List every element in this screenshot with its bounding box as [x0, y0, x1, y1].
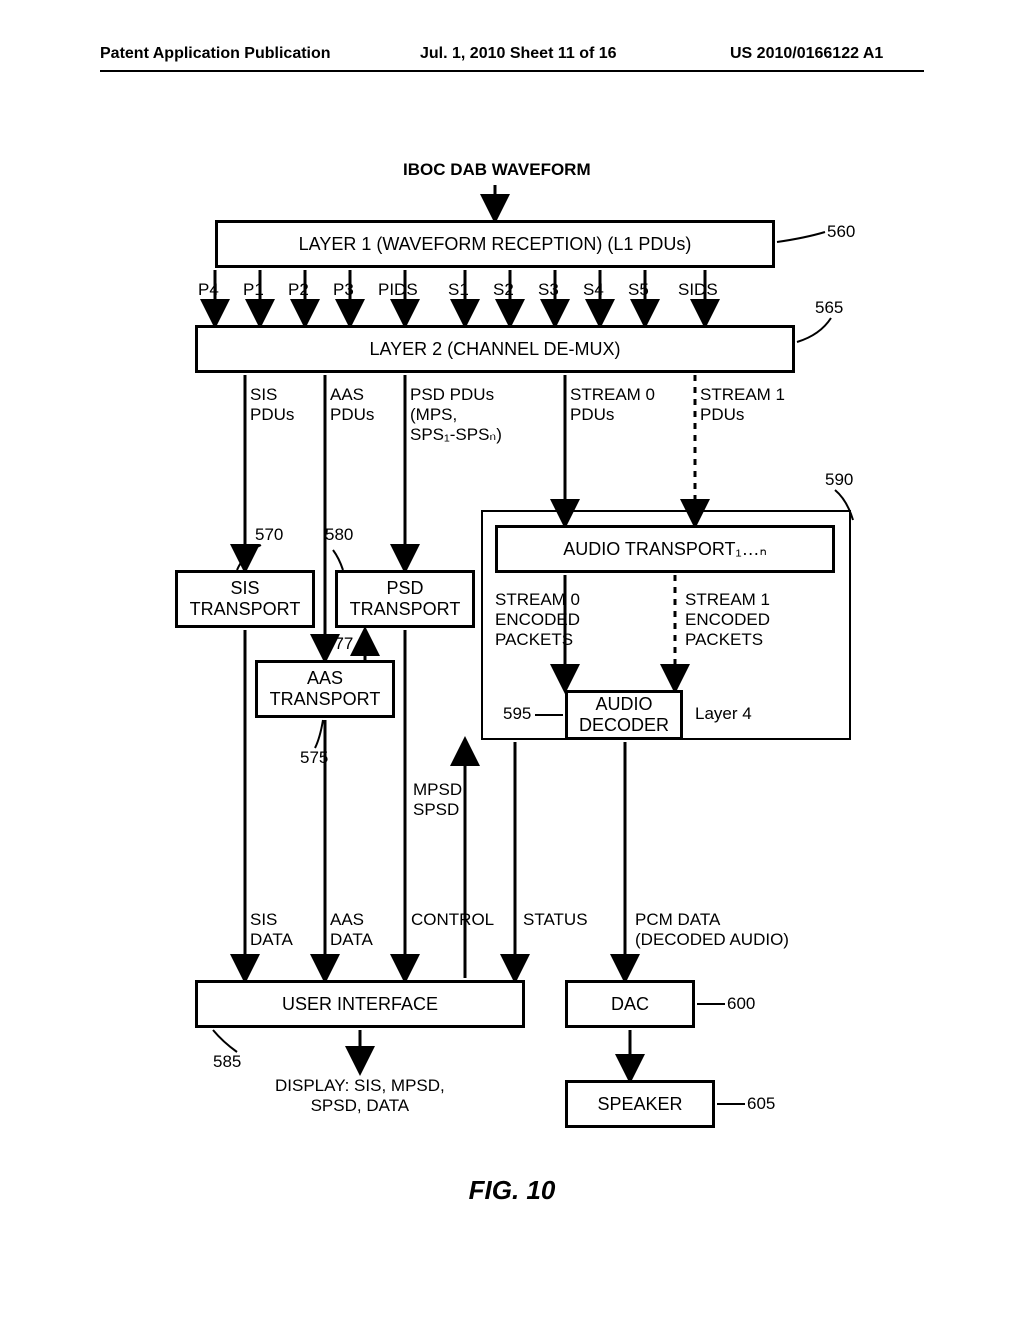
- ch-p1: P1: [243, 280, 264, 300]
- audio-transport-box: AUDIO TRANSPORT₁…ₙ: [495, 525, 835, 573]
- ref-580: 580: [325, 525, 353, 545]
- ref-560: 560: [827, 222, 855, 242]
- layer4-label: Layer 4: [695, 704, 752, 724]
- ref-565: 565: [815, 298, 843, 318]
- speaker-box: SPEAKER: [565, 1080, 715, 1128]
- aas-transport-text: AAS TRANSPORT: [270, 668, 381, 710]
- dac-box: DAC: [565, 980, 695, 1028]
- stream0-pdus: STREAM 0 PDUs: [570, 385, 655, 425]
- display-text: DISPLAY: SIS, MPSD, SPSD, DATA: [275, 1076, 445, 1116]
- ch-s2: S2: [493, 280, 514, 300]
- layer2-box: LAYER 2 (CHANNEL DE-MUX): [195, 325, 795, 373]
- dac-text: DAC: [611, 994, 649, 1015]
- ch-s4: S4: [583, 280, 604, 300]
- ref-585: 585: [213, 1052, 241, 1072]
- audio-decoder-text: AUDIO DECODER: [579, 694, 669, 736]
- ref-590: 590: [825, 470, 853, 490]
- audio-transport-text: AUDIO TRANSPORT₁…ₙ: [563, 539, 767, 560]
- mpsd-label: MPSD, SPSD: [413, 780, 467, 820]
- ch-s5: S5: [628, 280, 649, 300]
- sis-data: SIS DATA: [250, 910, 293, 950]
- layer2-text: LAYER 2 (CHANNEL DE-MUX): [369, 339, 620, 360]
- ch-sids: SIDS: [678, 280, 718, 300]
- status-label: STATUS: [523, 910, 588, 930]
- input-label: IBOC DAB WAVEFORM: [403, 160, 591, 180]
- ref-575: 575: [300, 748, 328, 768]
- stream0-enc: STREAM 0 ENCODED PACKETS: [495, 590, 580, 650]
- header-mid: Jul. 1, 2010 Sheet 11 of 16: [420, 45, 617, 63]
- control-label: CONTROL: [411, 910, 494, 930]
- audio-decoder-box: AUDIO DECODER: [565, 690, 683, 740]
- aas-transport-box: AAS TRANSPORT: [255, 660, 395, 718]
- psd-transport-text: PSD TRANSPORT: [350, 578, 461, 620]
- figure-caption: FIG. 10: [0, 1175, 1024, 1206]
- aas-data: AAS DATA: [330, 910, 373, 950]
- ref-600: 600: [727, 994, 755, 1014]
- sis-pdus: SIS PDUs: [250, 385, 294, 425]
- ref-577: 577: [325, 634, 353, 654]
- ref-605: 605: [747, 1094, 775, 1114]
- ch-s3: S3: [538, 280, 559, 300]
- ref-570: 570: [255, 525, 283, 545]
- speaker-text: SPEAKER: [597, 1094, 682, 1115]
- psd-transport-box: PSD TRANSPORT: [335, 570, 475, 628]
- ch-s1: S1: [448, 280, 469, 300]
- ch-pids: PIDS: [378, 280, 418, 300]
- psd-pdus: PSD PDUs (MPS, SPS₁-SPSₙ): [410, 385, 502, 445]
- ui-box: USER INTERFACE: [195, 980, 525, 1028]
- header-left: Patent Application Publication: [100, 45, 331, 63]
- ui-text: USER INTERFACE: [282, 994, 438, 1015]
- aas-pdus: AAS PDUs: [330, 385, 374, 425]
- sis-transport-box: SIS TRANSPORT: [175, 570, 315, 628]
- layer1-box: LAYER 1 (WAVEFORM RECEPTION) (L1 PDUs): [215, 220, 775, 268]
- diagram-root: IBOC DAB WAVEFORM LAYER 1 (WAVEFORM RECE…: [165, 160, 865, 1160]
- header-rule: [100, 70, 924, 72]
- header-right: US 2010/0166122 A1: [730, 45, 883, 63]
- ch-p3: P3: [333, 280, 354, 300]
- pcm-label: PCM DATA (DECODED AUDIO): [635, 910, 789, 950]
- ref-595: 595: [503, 704, 531, 724]
- ch-p2: P2: [288, 280, 309, 300]
- sis-transport-text: SIS TRANSPORT: [190, 578, 301, 620]
- layer1-text: LAYER 1 (WAVEFORM RECEPTION) (L1 PDUs): [299, 234, 692, 255]
- ch-p4: P4: [198, 280, 219, 300]
- stream1-enc: STREAM 1 ENCODED PACKETS: [685, 590, 770, 650]
- stream1-pdus: STREAM 1 PDUs: [700, 385, 785, 425]
